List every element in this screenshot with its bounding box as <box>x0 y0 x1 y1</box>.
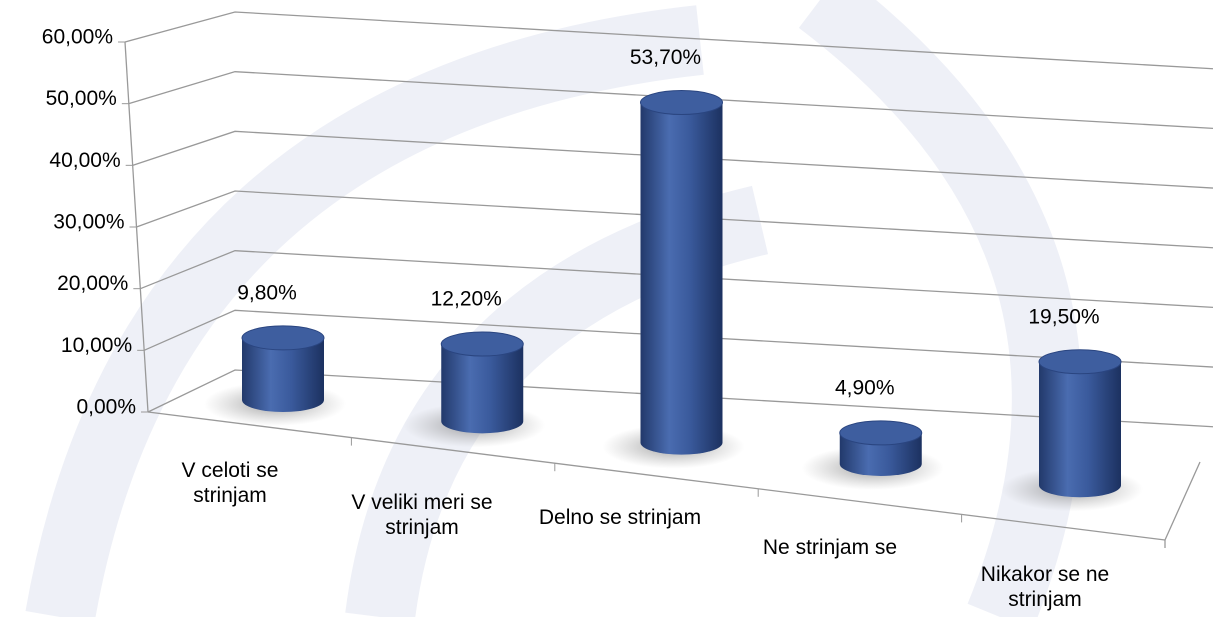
bar-top <box>1038 349 1122 375</box>
x-tick-label: Delno se strinjam <box>538 506 702 529</box>
bar <box>441 344 524 434</box>
y-tick-label: 0,00% <box>76 396 136 419</box>
y-tick-label: 30,00% <box>53 211 124 234</box>
value-label: 53,70% <box>630 46 701 69</box>
grid-line <box>147 369 1213 428</box>
y-tick-label: 20,00% <box>57 272 128 295</box>
value-label: 19,50% <box>1028 305 1099 328</box>
y-tick-label: 40,00% <box>49 149 120 172</box>
bar-top <box>241 325 325 351</box>
x-tick-label: Nikakor se ne strinjam <box>980 563 1110 611</box>
grid-line <box>140 250 1213 309</box>
bar-top <box>839 420 923 446</box>
grid-line <box>124 11 1213 70</box>
value-label: 4,90% <box>835 376 895 399</box>
x-tick-label: V celoti se strinjam <box>181 459 279 507</box>
value-label: 9,80% <box>237 281 297 304</box>
bar-top <box>440 331 524 357</box>
bar <box>242 337 324 412</box>
y-tick-label: 60,00% <box>42 26 113 49</box>
x-tick-label: V veliki meri se strinjam <box>351 491 493 539</box>
value-label: 12,20% <box>431 288 502 311</box>
bar <box>640 102 723 455</box>
y-tick-label: 10,00% <box>61 334 132 357</box>
bar-top <box>640 90 723 116</box>
axes <box>124 41 1201 548</box>
grid-line <box>143 309 1213 368</box>
grid-line <box>132 130 1213 189</box>
grid-line <box>128 71 1213 130</box>
bar <box>1039 361 1121 498</box>
y-tick-label: 50,00% <box>46 87 117 110</box>
grid-line <box>136 190 1213 249</box>
x-tick-label: Ne strinjam se <box>762 536 898 559</box>
